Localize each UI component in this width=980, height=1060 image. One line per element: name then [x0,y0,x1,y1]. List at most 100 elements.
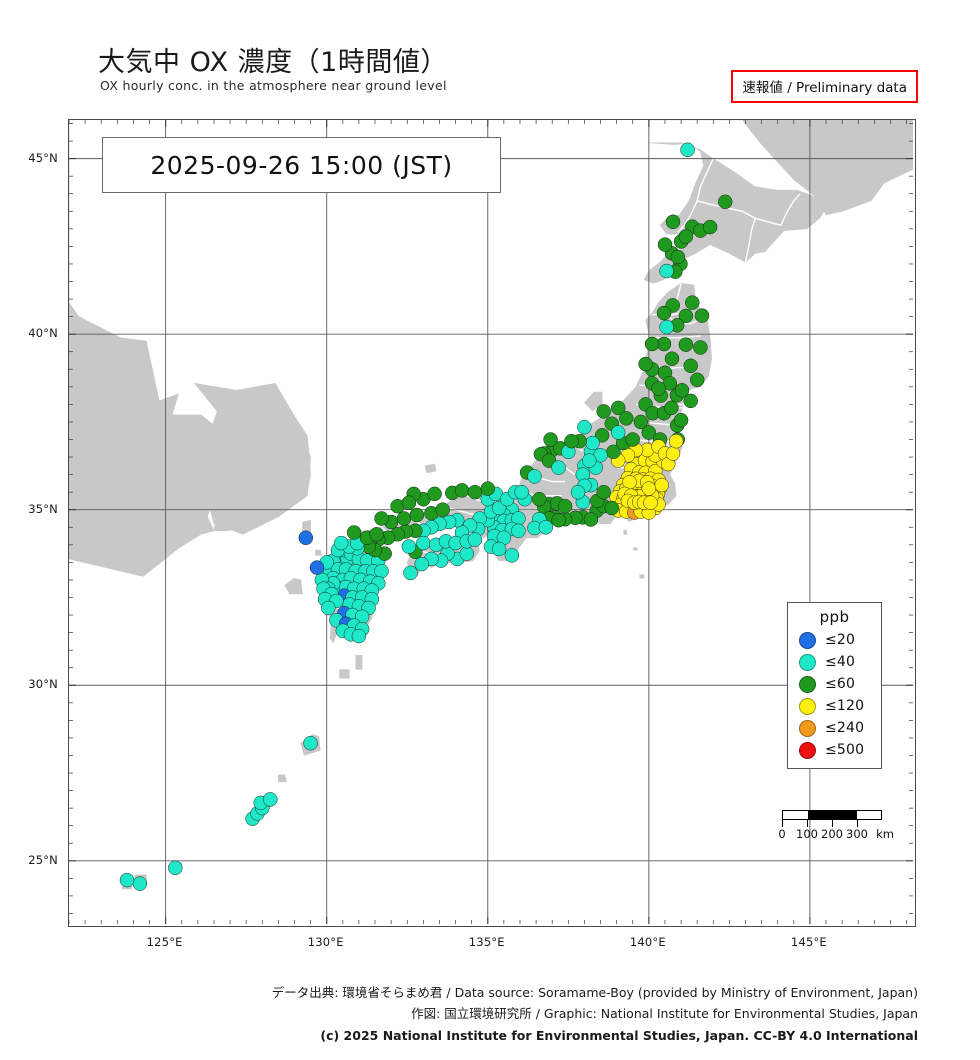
observation-point [656,305,672,321]
y-axis-tick-label: 30°N [28,677,58,692]
scale-bar-labels: km 0 100 200 300 [778,827,894,842]
land-tanegashima [355,655,363,670]
observation-point [702,219,718,235]
observation-point [596,404,611,419]
x-axis-tick-label: 130°E [307,935,344,949]
legend-item-4: ≤240 [788,717,881,739]
legend-item-label: ≤60 [825,676,856,692]
legend-item-label: ≤20 [825,632,856,648]
observation-point [168,860,183,876]
observation-point [678,229,694,244]
observation-point [610,425,626,440]
map-canvas [69,120,913,924]
observation-point [491,541,507,557]
scale-bar-segment-1 [807,811,832,819]
observation-point [670,249,686,265]
observation-point [527,469,542,484]
legend-item-2: ≤60 [788,673,881,695]
observation-point [403,565,418,581]
land-yakushima [339,669,350,679]
observation-point [570,484,586,500]
observation-point [582,453,597,468]
observation-point [551,460,566,475]
observation-point [583,512,599,527]
observation-point [374,511,389,526]
observation-point [633,414,649,430]
observation-point [396,511,412,526]
observation-point [416,535,431,551]
legend-swatch-icon [799,675,816,693]
observation-points-layer [119,142,733,891]
footer-line-graphic: 作図: 国立環境研究所 / Graphic: National Institut… [411,1006,918,1021]
observation-point [693,340,708,355]
scale-bar-label-0: 0 [778,827,786,841]
observation-point [401,539,417,554]
legend-title: ppb [819,608,850,626]
observation-point [678,308,694,324]
x-axis-tick-label: 145°E [790,935,827,949]
observation-point [668,433,684,449]
observation-point [564,433,579,449]
observation-point [694,308,710,323]
observation-point [683,358,698,374]
observation-point [467,484,483,500]
observation-point [459,546,475,561]
observation-point [577,419,592,435]
timestamp-box: 2025-09-26 15:00 (JST) [102,137,501,193]
observation-point [351,628,367,644]
scale-bar-tick-3 [857,820,858,827]
observation-point [333,535,349,551]
observation-point [532,491,547,507]
scale-bar-tick-1 [807,820,808,827]
observation-point [401,495,417,510]
y-axis-tick-label: 40°N [28,326,58,341]
land-korea_fill [193,382,311,535]
observation-point [594,428,610,443]
scale-bar-label-2: 200 [821,827,843,841]
y-axis-tick-label: 25°N [28,852,58,867]
observation-point [263,792,278,807]
scale-bar: km 0 100 200 300 [778,810,894,842]
observation-point [665,446,681,461]
scale-bar-segments [782,810,882,820]
observation-point [664,400,679,416]
land-sado [583,391,603,412]
observation-point [409,507,425,523]
observation-point [514,484,529,500]
observation-point [717,194,733,210]
observation-point [657,237,673,252]
y-axis-tick-label: 35°N [28,501,58,516]
legend-item-label: ≤500 [825,742,865,758]
land-goto [284,577,303,595]
observation-point [504,548,520,563]
scale-bar-segment-0 [783,811,808,819]
legend-swatch-icon [799,719,816,737]
legend-item-label: ≤240 [825,720,865,736]
land-mikura [633,547,639,551]
observation-point [610,400,626,416]
prefecture-border-49 [677,200,698,233]
observation-point [674,383,690,398]
map-plot-area[interactable]: 2025-09-26 15:00 (JST) ppb ≤20 ≤40 ≤60 ≤120… [68,119,916,927]
observation-point [673,412,689,428]
scale-bar-tick-2 [832,820,833,827]
observation-point [309,560,325,575]
observation-point [414,556,429,572]
observation-point [374,563,389,579]
legend-item-3: ≤120 [788,695,881,717]
legend-item-label: ≤120 [825,698,865,714]
footer-line-copyright: (c) 2025 National Institute for Environm… [320,1027,918,1043]
legend-items: ≤20 ≤40 ≤60 ≤120 ≤240 ≤500 [788,629,881,761]
prefecture-border-46 [696,158,714,201]
legend-swatch-icon [799,631,816,649]
observation-point [596,484,611,500]
observation-point [659,263,674,279]
page-subtitle: OX hourly conc. in the atmosphere near g… [100,78,447,93]
footer-line-data-source: データ出典: 環境省そらまめ君 / Data source: Soramame-… [271,984,918,1000]
observation-point [119,872,135,888]
observation-point [543,432,558,447]
observation-point [685,295,700,310]
observation-point [665,214,681,230]
observation-point [321,600,336,616]
